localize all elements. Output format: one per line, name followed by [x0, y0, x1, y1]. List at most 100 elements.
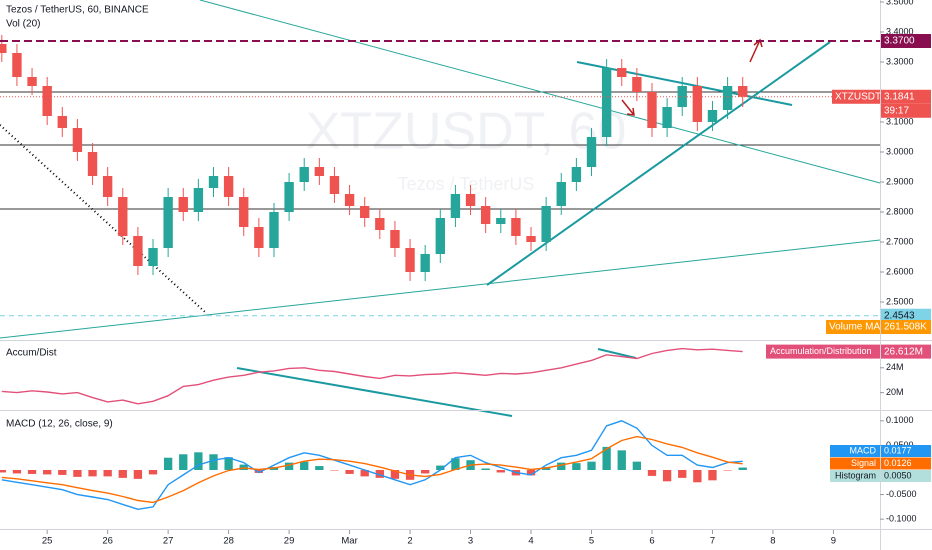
indicator-line — [1, 435, 743, 504]
price-tag — [881, 445, 931, 457]
price-tag-label: 3.1841 — [884, 91, 915, 102]
candle-body — [208, 176, 219, 188]
x-tick-label: 27 — [163, 536, 174, 547]
candle-body — [223, 176, 234, 197]
candle-body — [27, 77, 37, 86]
price-tag — [881, 470, 931, 482]
price-tag-label: 39:17 — [884, 105, 909, 116]
y-tick-label: 2.9000 — [886, 176, 914, 186]
x-tick-label: 4 — [528, 536, 533, 547]
candle-body — [87, 152, 98, 176]
price-tag — [881, 34, 931, 48]
histogram-bar — [73, 470, 82, 477]
candle-body — [193, 188, 204, 212]
y-tick-label: 2.7000 — [886, 236, 914, 246]
candle-body — [57, 116, 67, 128]
x-tick-label: 28 — [223, 536, 234, 547]
histogram-bar — [254, 470, 264, 473]
histogram-bar — [602, 446, 611, 470]
price-tag-label: 0.0126 — [884, 458, 912, 468]
price-tag-label: 0.0050 — [884, 470, 912, 480]
x-tick-label: 6 — [649, 536, 654, 547]
legend-tag — [830, 445, 880, 457]
symbol-title: Tezos / TetherUS, 60, BINANCE — [6, 5, 149, 16]
x-tick-label: 29 — [284, 536, 295, 547]
candle-body — [284, 182, 294, 212]
histogram-bar — [209, 454, 218, 470]
x-tick-label: 7 — [710, 536, 715, 547]
histogram-bar — [662, 470, 672, 482]
x-tick-label: 3 — [468, 536, 473, 547]
histogram-bar — [436, 465, 445, 470]
candle-body — [329, 176, 340, 194]
legend-name: Accumulation/Distribution — [770, 346, 872, 356]
histogram-bar — [43, 470, 52, 475]
histogram-bar — [572, 463, 581, 470]
candle-body — [360, 206, 370, 218]
candle-body — [450, 194, 461, 218]
indicator-line — [1, 420, 743, 511]
histogram-bar — [421, 470, 430, 474]
candle-body — [390, 230, 400, 248]
y-tick-label: 3.0000 — [886, 146, 914, 156]
candle-body — [0, 44, 7, 53]
trendline — [236, 367, 513, 417]
trendline — [576, 61, 793, 106]
y-tick-label: 3.1000 — [886, 116, 914, 126]
histogram-bar — [678, 470, 687, 478]
candle-body — [556, 182, 566, 206]
histogram-bar — [179, 454, 188, 470]
y-tick-label: -0.1000 — [886, 514, 917, 524]
histogram-bar — [390, 470, 400, 479]
y-tick-label: 2.8000 — [886, 206, 914, 216]
trendline — [597, 348, 637, 359]
candle-body — [632, 77, 642, 92]
price-tag-label: 2.4543 — [884, 310, 915, 321]
price-tag — [881, 89, 931, 104]
histogram-bar — [133, 470, 143, 479]
histogram-bar — [103, 470, 112, 477]
candle-body — [707, 110, 718, 122]
histogram-bar — [148, 470, 158, 475]
indicator-line — [1, 347, 743, 405]
candle-body — [163, 197, 173, 248]
histogram-bar — [557, 462, 566, 470]
histogram-bar — [58, 470, 67, 475]
price-tag-label: 0.0177 — [884, 445, 912, 455]
legend-name: Histogram — [835, 470, 876, 480]
candle-body — [526, 236, 536, 242]
y-tick-label: 3.5000 — [886, 0, 914, 6]
histogram-bar — [88, 470, 97, 477]
y-tick-label: 0.1000 — [886, 415, 914, 425]
histogram-bar — [708, 470, 717, 481]
candle-body — [480, 206, 491, 224]
candle-body — [662, 107, 672, 128]
histogram-bar — [738, 467, 747, 470]
x-tick-label: 5 — [589, 536, 594, 547]
candle-body — [269, 212, 279, 248]
x-tick-label: 25 — [42, 536, 53, 547]
candle-body — [677, 86, 687, 107]
candle-body — [601, 68, 612, 137]
histogram-bar — [239, 464, 248, 470]
candle-body — [133, 236, 143, 266]
price-tag — [881, 344, 931, 359]
candle-body — [375, 218, 385, 230]
candle-body — [738, 86, 748, 97]
legend-name: Signal — [851, 458, 876, 468]
histogram-bar — [587, 461, 596, 470]
legend-tag — [766, 344, 880, 359]
candle-body — [148, 248, 158, 266]
price-tag — [826, 320, 880, 334]
histogram-bar — [451, 458, 460, 470]
candle-body — [72, 128, 83, 152]
price-tag — [881, 103, 931, 118]
candle-body — [692, 86, 703, 122]
price-tag-label: Volume MA — [829, 322, 880, 333]
price-tag — [881, 457, 931, 470]
trendline — [199, 0, 881, 184]
histogram-bar — [300, 461, 309, 470]
histogram-bar — [27, 470, 37, 474]
